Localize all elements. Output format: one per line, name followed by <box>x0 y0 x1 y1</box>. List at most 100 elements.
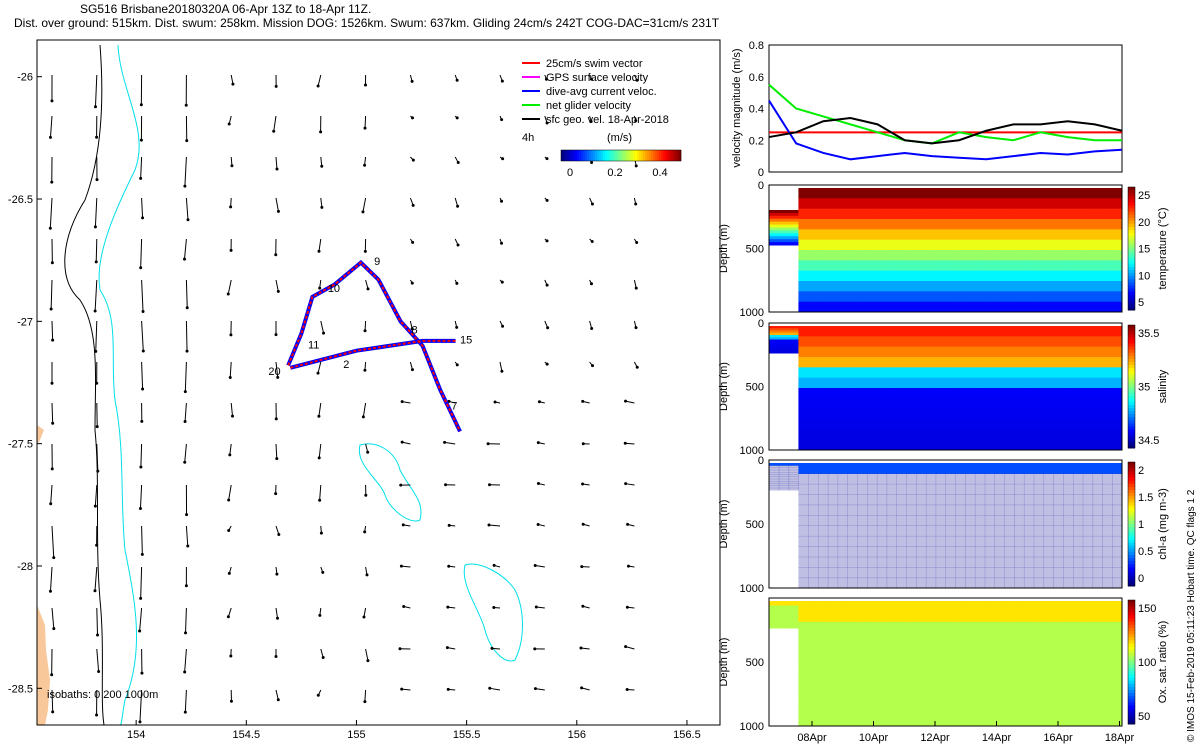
section-cell <box>847 398 858 410</box>
section-cell <box>984 556 996 568</box>
section-cell <box>1014 494 1025 506</box>
section-cell <box>984 483 996 495</box>
section-cell <box>994 694 1005 706</box>
section-cell <box>857 291 868 303</box>
section-cell <box>798 388 809 399</box>
section-colorbar-cell <box>1128 524 1135 528</box>
section-cell <box>788 218 799 223</box>
velocity-arrow <box>275 361 279 378</box>
section-cell <box>1053 439 1064 451</box>
section-cell <box>1072 250 1084 261</box>
section-cell <box>818 388 829 399</box>
section-cell <box>1033 715 1045 727</box>
section-cell <box>847 377 858 389</box>
section-cell <box>818 367 829 379</box>
section-cell <box>935 515 946 526</box>
section-cell <box>778 601 790 604</box>
section-cell <box>1112 260 1123 272</box>
section-cell <box>916 188 927 199</box>
section-cell <box>1082 250 1094 261</box>
section-cell <box>837 632 848 644</box>
section-cell <box>827 473 839 485</box>
section-colorbar-cell <box>1128 346 1135 351</box>
colorbar-cell <box>647 150 650 161</box>
section-cell <box>984 642 996 654</box>
section-cell <box>1092 525 1103 537</box>
section-cell <box>808 611 819 623</box>
section-cell <box>1072 439 1084 451</box>
section-cell <box>769 487 780 491</box>
velocity-arrowhead <box>581 482 585 486</box>
section-cell <box>974 715 986 727</box>
section-cell <box>788 478 799 482</box>
section-cell <box>769 218 780 223</box>
section-cell <box>1033 439 1045 451</box>
section-cell <box>1112 705 1123 717</box>
colorbar-cell <box>633 150 636 161</box>
section-cell <box>867 673 878 685</box>
section-cell <box>1102 367 1113 379</box>
section-cell <box>1053 632 1064 644</box>
velocity-arrow <box>273 115 277 132</box>
section-cell <box>1092 219 1103 230</box>
section-y-tick: 500 <box>746 244 764 256</box>
colorbar-title: (m/s) <box>607 132 632 144</box>
section-cell <box>925 601 937 612</box>
section-colorbar-cell <box>1128 693 1135 697</box>
section-cell <box>974 388 986 399</box>
section-cell <box>778 346 790 349</box>
velocity-arrow <box>139 484 143 509</box>
section-cell <box>965 439 976 451</box>
section-cell <box>974 291 986 303</box>
section-colorbar-cell <box>1128 708 1135 713</box>
section-colorbar-cell <box>1128 417 1135 421</box>
colorbar-cell <box>623 150 626 161</box>
section-cell <box>974 567 986 579</box>
section-cell <box>1014 601 1025 612</box>
section-cell <box>1004 577 1015 589</box>
section-cell <box>965 611 976 623</box>
section-cell <box>916 377 927 389</box>
section-cell <box>1043 208 1054 220</box>
section-cell <box>1033 250 1045 261</box>
section-colorbar-cell <box>1128 634 1135 638</box>
section-cell <box>798 473 809 485</box>
section-colorbar-cell <box>1128 279 1135 283</box>
section-cell <box>837 388 848 399</box>
section-cell <box>788 467 799 471</box>
section-cell <box>1102 494 1113 506</box>
section-cell <box>1023 188 1035 199</box>
section-cell <box>808 653 819 664</box>
section-cell <box>1082 208 1094 220</box>
section-cell <box>994 463 1005 474</box>
section-cell <box>798 705 809 717</box>
timeseries-frame <box>768 44 1123 173</box>
velocity-arrowhead <box>94 349 98 353</box>
section-cell <box>886 535 897 547</box>
section-cell <box>906 388 917 399</box>
section-cell <box>994 408 1005 420</box>
section-cell <box>818 326 829 337</box>
section-cell <box>984 281 996 292</box>
section-cell <box>1023 270 1035 282</box>
section-cell <box>1033 546 1045 558</box>
map-frame <box>36 39 721 726</box>
section-cell <box>965 291 976 303</box>
section-cell <box>1063 567 1074 579</box>
section-cell <box>935 556 946 568</box>
section-cell <box>788 221 799 226</box>
section-cell <box>837 239 848 251</box>
section-cell <box>1004 473 1015 485</box>
section-cell <box>1112 219 1123 230</box>
section-cell <box>1033 653 1045 664</box>
section-cell <box>906 419 917 430</box>
section-cell <box>808 535 819 547</box>
colorbar-cell <box>657 150 660 161</box>
section-colorbar-cell <box>1128 432 1135 437</box>
section-cell <box>837 525 848 537</box>
section-cell <box>886 336 897 348</box>
section-cell <box>876 546 888 558</box>
section-cell <box>857 673 868 685</box>
section-cell <box>837 439 848 451</box>
section-cell <box>974 673 986 685</box>
